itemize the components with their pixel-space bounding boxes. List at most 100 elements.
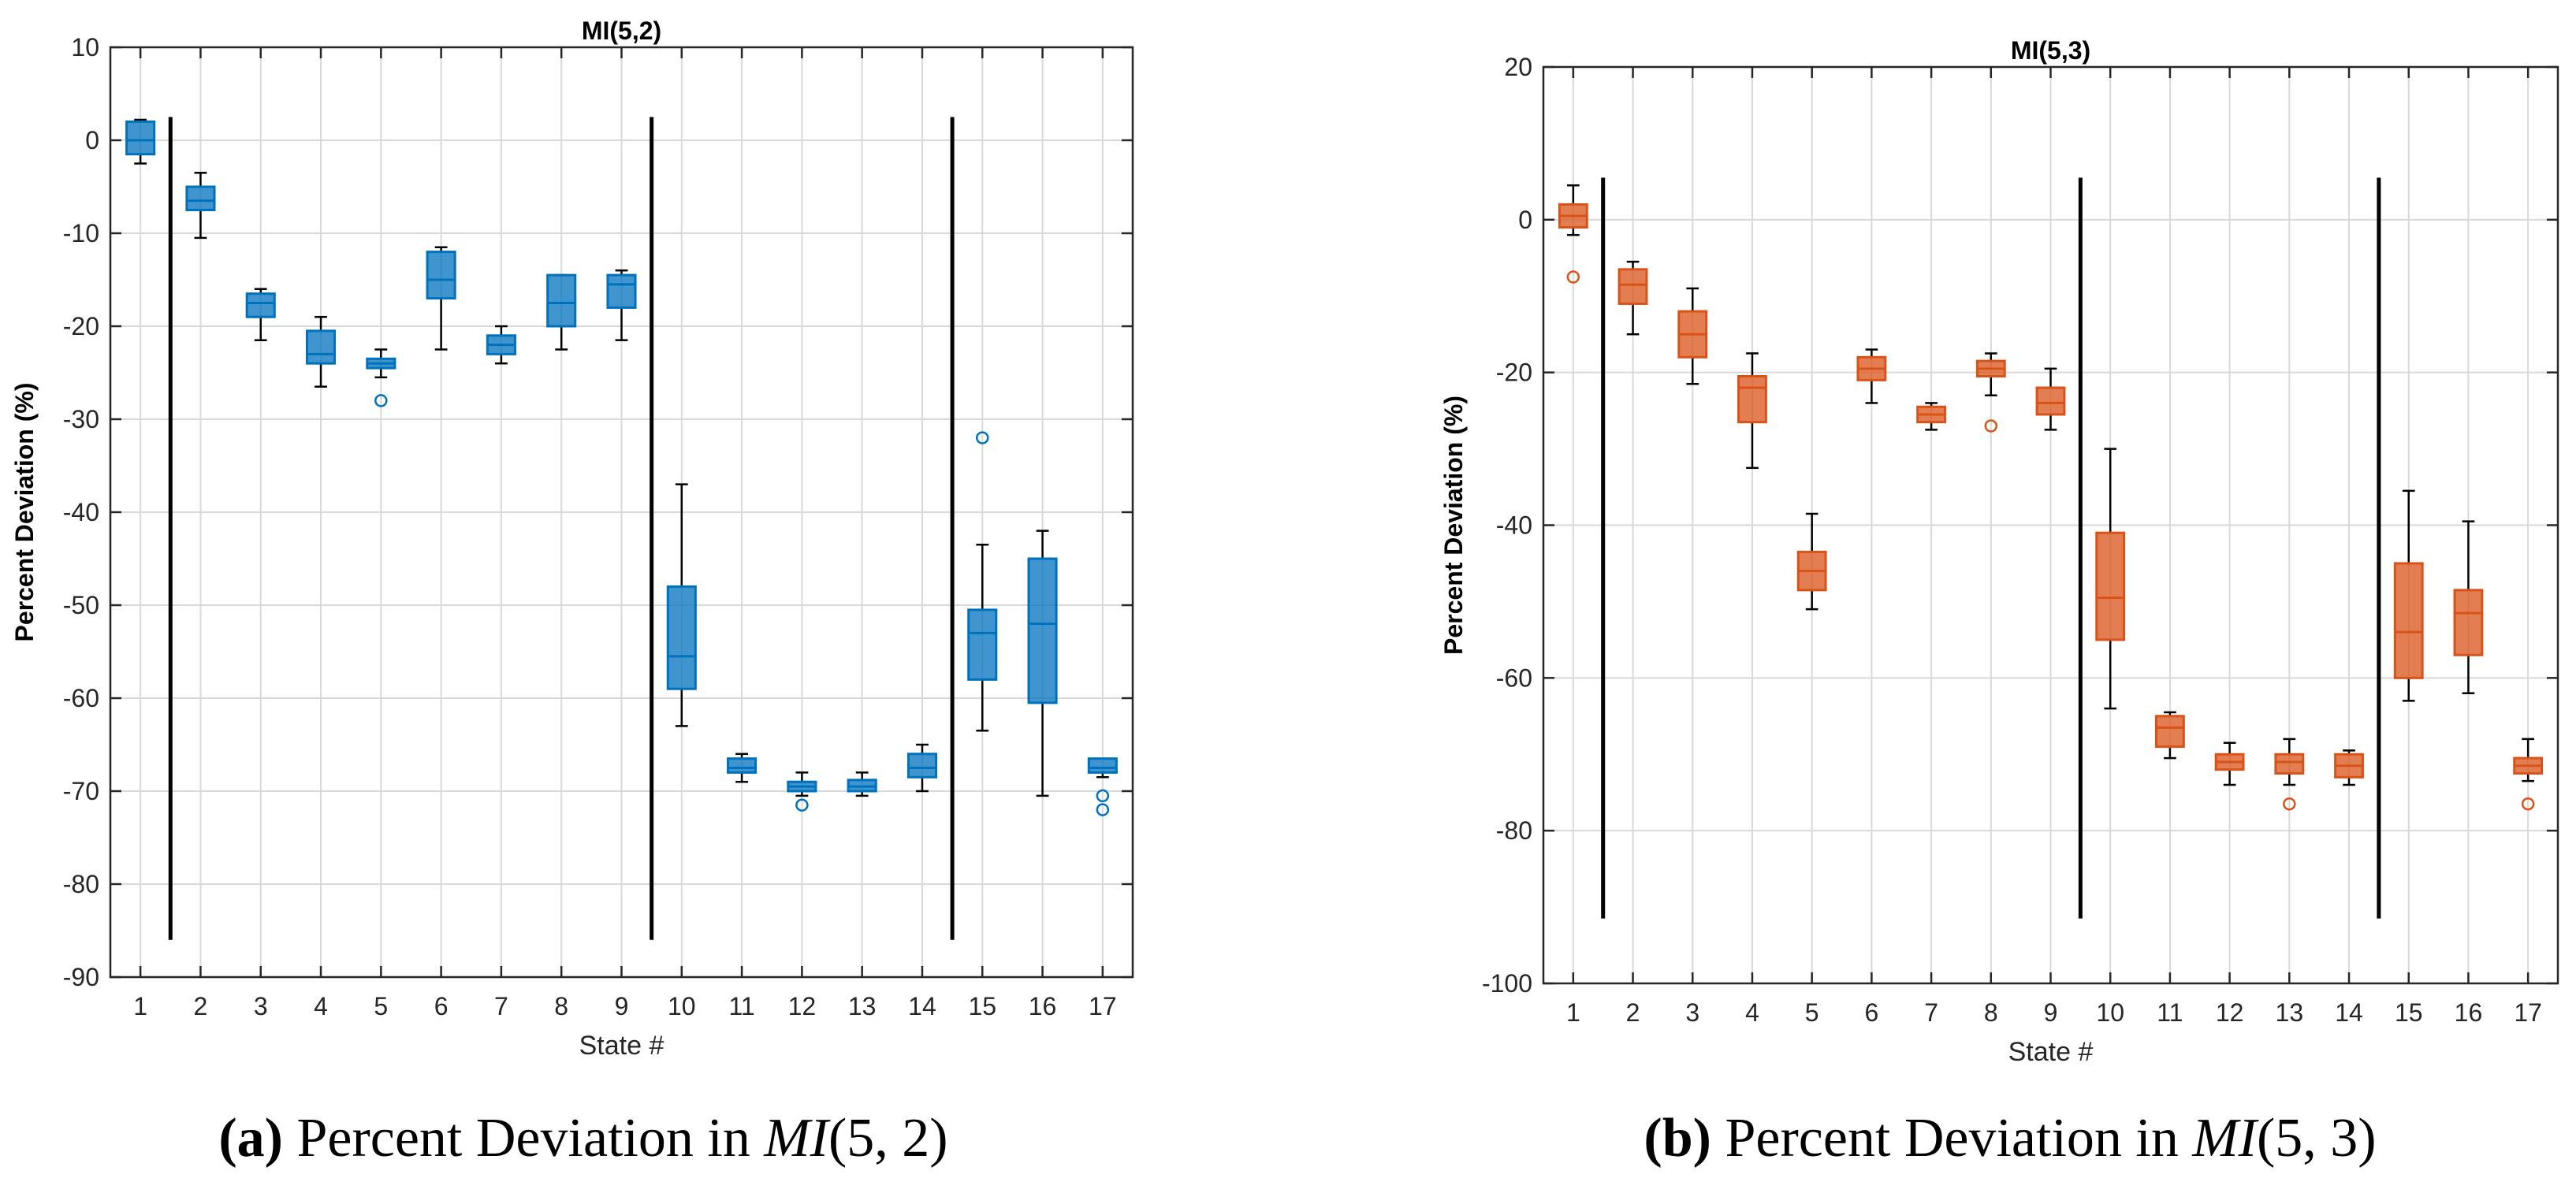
box-state-12: [787, 771, 817, 812]
y-tick-label: 0: [1518, 206, 1532, 234]
x-tick-label: 16: [1029, 992, 1057, 1020]
box-state-7: [486, 325, 516, 365]
y-tick-label: -60: [63, 684, 99, 712]
box-state-12: [2214, 741, 2245, 786]
x-tick-label: 11: [728, 992, 754, 1020]
box-iqr: [2154, 715, 2185, 749]
x-tick-label: 11: [2157, 998, 2183, 1027]
outlier-point: [795, 798, 809, 812]
caption-label: (a): [218, 1108, 283, 1169]
box-iqr: [1087, 757, 1118, 774]
y-tick-label: -90: [63, 963, 99, 991]
y-tick-label: -20: [1496, 359, 1532, 387]
outlier-point: [1566, 270, 1580, 284]
y-tick-label: -50: [63, 591, 99, 619]
y-tick-label: -30: [63, 405, 99, 433]
box-state-1: [1558, 184, 1588, 284]
x-tick-label: 15: [968, 992, 996, 1020]
x-tick-label: 14: [2335, 998, 2363, 1027]
box-iqr: [2453, 589, 2484, 656]
y-tick-label: -100: [1482, 969, 1532, 998]
x-tick-label: 10: [2096, 998, 2124, 1027]
x-tick-label: 12: [2216, 998, 2244, 1027]
box-iqr: [906, 753, 938, 779]
x-tick-label: 1: [133, 992, 147, 1020]
outlier-point: [2521, 797, 2535, 811]
y-ticks: 10 0 -10 -20 -30 -40 -50 -60 -70 -80 -90: [63, 33, 1133, 991]
box-state-3: [1677, 287, 1708, 385]
box-iqr: [606, 273, 637, 309]
box-iqr: [2393, 562, 2424, 679]
box-state-5: [366, 348, 396, 407]
outlier-point: [1984, 419, 1998, 433]
box-iqr: [1027, 557, 1058, 704]
box-state-5: [1796, 512, 1827, 611]
x-tick-label: 4: [314, 992, 328, 1020]
caption-text: Percent Deviation in: [282, 1108, 765, 1169]
box-iqr: [666, 585, 697, 690]
y-tick-label: -70: [63, 777, 99, 805]
x-tick-label: 5: [374, 992, 388, 1020]
y-tick-label: 0: [85, 126, 99, 154]
x-tick-label: 13: [848, 992, 877, 1020]
x-tick-label: 1: [1566, 998, 1580, 1027]
x-tick-label: 9: [615, 992, 629, 1020]
x-tick-label: 16: [2455, 998, 2483, 1027]
box-iqr: [2274, 753, 2305, 775]
x-axis-label: State #: [2008, 1037, 2094, 1067]
y-tick-label: -10: [63, 219, 99, 247]
box-state-2: [1617, 260, 1648, 336]
box-iqr: [2095, 531, 2126, 641]
caption-math-args: (5, 3): [2256, 1108, 2377, 1169]
box-state-2: [185, 172, 216, 240]
x-tick-label: 10: [668, 992, 696, 1020]
caption-text: Percent Deviation in: [1711, 1108, 2193, 1169]
box-state-11: [2154, 711, 2185, 760]
y-tick-label: -80: [63, 870, 99, 898]
box-state-15: [2393, 489, 2424, 702]
x-tick-label: 17: [1089, 992, 1117, 1020]
box-state-16: [2453, 520, 2484, 694]
x-tick-label: 8: [1984, 998, 1998, 1027]
x-axis-label: State #: [579, 1031, 664, 1061]
y-tick-label: -40: [1496, 511, 1532, 540]
y-tick-label: 10: [71, 33, 99, 61]
box-iqr: [1617, 268, 1648, 305]
y-ticks: 20 0 -20 -40 -60 -80 -100: [1482, 53, 2558, 998]
outlier-point: [976, 431, 989, 444]
x-tick-label: 3: [1685, 998, 1699, 1027]
x-tick-label: 7: [1924, 998, 1938, 1027]
caption-a: (a) Percent Deviation in MI(5, 2): [118, 1107, 1048, 1178]
box-state-4: [1737, 352, 1767, 470]
x-ticks: 1 2 3 4 5 6 7 8 9 10 11 12 13 14 15 16 17: [1566, 67, 2542, 1027]
caption-b: (b) Percent Deviation in MI(5, 3): [1545, 1107, 2475, 1178]
outlier-point: [2283, 797, 2296, 811]
box-iqr: [727, 757, 758, 774]
x-tick-label: 15: [2395, 998, 2423, 1027]
box-iqr: [426, 251, 456, 300]
box-state-13: [847, 771, 877, 797]
chart-mi-5-2: 100-10-20-30-40-50-60-70-80-901 2 3 4 5 6 7 8 9 1…: [10, 17, 1134, 1061]
y-tick-label: -60: [1496, 663, 1532, 692]
x-tick-label: 2: [194, 992, 208, 1020]
box-state-9: [2035, 367, 2066, 431]
y-tick-label: 20: [1504, 53, 1532, 81]
box-iqr: [2035, 386, 2066, 416]
x-tick-label: 6: [1864, 998, 1878, 1027]
box-state-3: [245, 288, 276, 341]
y-tick-label: -20: [63, 312, 99, 340]
y-tick-label: -40: [63, 498, 99, 526]
box-iqr: [546, 273, 577, 328]
box-state-7: [1916, 402, 1947, 431]
box-iqr: [305, 329, 337, 365]
x-tick-label: 2: [1626, 998, 1640, 1027]
x-tick-label: 12: [788, 992, 817, 1020]
box-state-9: [606, 269, 637, 341]
caption-math: MI: [2192, 1108, 2257, 1169]
x-tick-label: 17: [2514, 998, 2542, 1027]
box-state-16: [1027, 530, 1058, 797]
box-iqr: [967, 608, 998, 681]
box-iqr: [1737, 375, 1767, 424]
box-state-10: [2095, 448, 2126, 710]
